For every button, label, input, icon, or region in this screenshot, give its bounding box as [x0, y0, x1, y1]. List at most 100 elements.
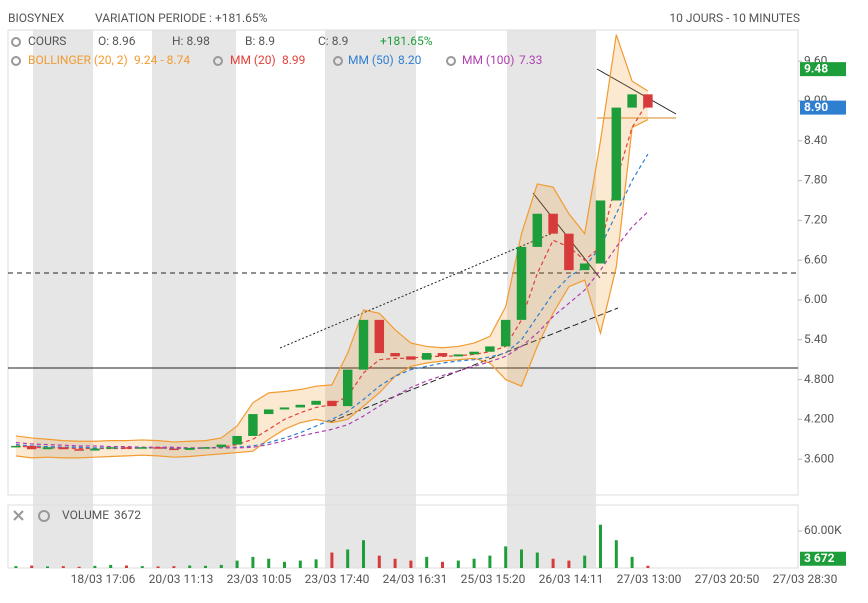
y-tick-label: 7.20	[804, 213, 828, 227]
y-tick-label: 60.00K	[804, 523, 842, 537]
volume-bar	[61, 566, 65, 568]
x-tick-label: 27/03 20:50	[695, 572, 760, 586]
volume-bar	[219, 564, 223, 568]
legend-volume-value: 3672	[114, 508, 141, 522]
volume-bar	[535, 552, 539, 568]
candle	[437, 353, 448, 357]
volume-bar	[614, 540, 618, 568]
price-frame	[7, 29, 799, 496]
x-tick-label: 20/03 11:13	[149, 572, 214, 586]
volume-bar	[456, 560, 460, 568]
volume-bar	[330, 552, 334, 568]
volume-bar	[599, 524, 602, 568]
volume-bar	[520, 549, 523, 568]
candle	[216, 444, 227, 448]
x-tick-label: 23/03 17:40	[305, 572, 370, 586]
legend-bollinger-value: 9.24 - 8.74	[134, 53, 190, 67]
price-badge	[800, 62, 846, 77]
candle	[548, 213, 558, 234]
volume-frame	[7, 504, 799, 569]
volume-bar	[298, 560, 302, 568]
y-tick-label: 6.60	[804, 252, 828, 266]
x-tick-label: 27/03 28:30	[773, 572, 838, 586]
candle	[500, 319, 511, 347]
legend-volume: VOLUME	[62, 508, 109, 522]
volume-bar	[251, 556, 255, 568]
candle	[153, 447, 163, 449]
legend-mm50-value: 8.20	[398, 53, 422, 67]
volume-bar	[30, 565, 34, 568]
candle	[121, 447, 132, 449]
legend-open: O: 8.96	[98, 34, 136, 48]
volume-bar	[77, 566, 81, 568]
volume-bar	[14, 566, 18, 568]
legend-mm100-value: 7.33	[519, 53, 542, 67]
volume-bar	[188, 565, 192, 568]
x-tick-label: 24/03 16:31	[383, 572, 448, 586]
candle	[564, 233, 574, 271]
y-tick-label: 4.200	[804, 412, 834, 426]
volume-bar	[346, 549, 350, 568]
volume-bar	[267, 558, 271, 568]
legend-mm20: MM (20)	[230, 53, 276, 67]
y-tick-label: 3.600	[804, 451, 834, 465]
volume-bar	[409, 560, 413, 568]
candle	[406, 356, 416, 360]
y-tick-label: 5.40	[804, 332, 828, 346]
volume-bar	[125, 565, 128, 568]
candle	[169, 448, 179, 451]
volume-bar	[472, 558, 476, 568]
volume-bar	[140, 566, 144, 568]
volume-bar	[646, 565, 650, 568]
volume-bar	[93, 565, 97, 568]
candle	[342, 369, 353, 407]
indicator-line	[15, 34, 649, 443]
legend-mm50: MM (50)	[348, 53, 394, 67]
volume-bar	[630, 556, 634, 568]
volume-bar	[551, 558, 555, 568]
legend-high: H: 8.98	[172, 34, 210, 48]
x-tick-label: 26/03 14:11	[539, 572, 604, 586]
volume-bar	[314, 559, 318, 568]
legend-mm20-value: 8.99	[282, 53, 305, 67]
y-tick-label: 8.40	[804, 133, 828, 147]
indicator-line	[15, 211, 649, 449]
candle	[421, 353, 432, 360]
day-shading	[33, 30, 596, 568]
candle	[58, 447, 69, 450]
candle	[105, 447, 116, 449]
indicator-line	[15, 119, 649, 459]
price-badge-label: 8.90	[804, 100, 828, 114]
volume-bar	[488, 555, 492, 568]
price-badge-label: 3 672	[804, 551, 835, 565]
bollinger-fill	[15, 34, 648, 458]
candle	[137, 447, 148, 449]
volume-bar	[109, 564, 113, 568]
candle	[627, 94, 637, 108]
volume-bar	[425, 556, 429, 568]
volume-bar	[393, 558, 397, 568]
price-badge	[800, 551, 846, 566]
candle	[358, 319, 369, 370]
candle	[26, 445, 37, 450]
candle	[485, 346, 495, 352]
volume-bar	[377, 555, 381, 568]
candle	[11, 445, 21, 448]
period: 10 JOURS - 10 MINUTES	[669, 11, 800, 25]
candle	[295, 404, 306, 408]
candle	[263, 409, 274, 415]
x-tick-label: 25/03 15:20	[461, 572, 526, 586]
candle	[90, 448, 100, 451]
legend-mm100: MM (100)	[462, 53, 514, 67]
candle	[248, 414, 258, 436]
legend-bollinger: BOLLINGER (20, 2)	[28, 53, 128, 67]
candle	[643, 94, 653, 108]
legend-cours: COURS	[28, 34, 66, 48]
candle	[469, 351, 479, 355]
volume-bar	[156, 566, 160, 568]
gear-icons[interactable]	[11, 37, 456, 522]
x-tick-label: 23/03 10:05	[227, 572, 292, 586]
candle	[74, 449, 84, 451]
price-badge	[800, 100, 846, 115]
